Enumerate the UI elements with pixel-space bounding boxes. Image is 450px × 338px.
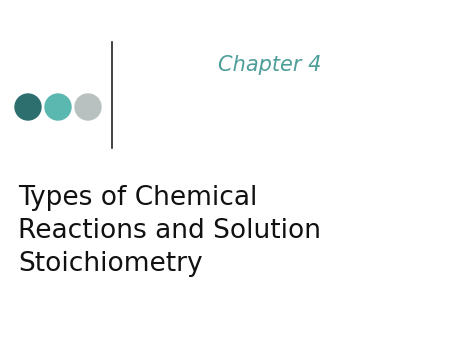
Text: Chapter 4: Chapter 4 <box>218 55 322 75</box>
Circle shape <box>45 94 71 120</box>
Text: Types of Chemical
Reactions and Solution
Stoichiometry: Types of Chemical Reactions and Solution… <box>18 185 321 277</box>
Circle shape <box>15 94 41 120</box>
Circle shape <box>75 94 101 120</box>
